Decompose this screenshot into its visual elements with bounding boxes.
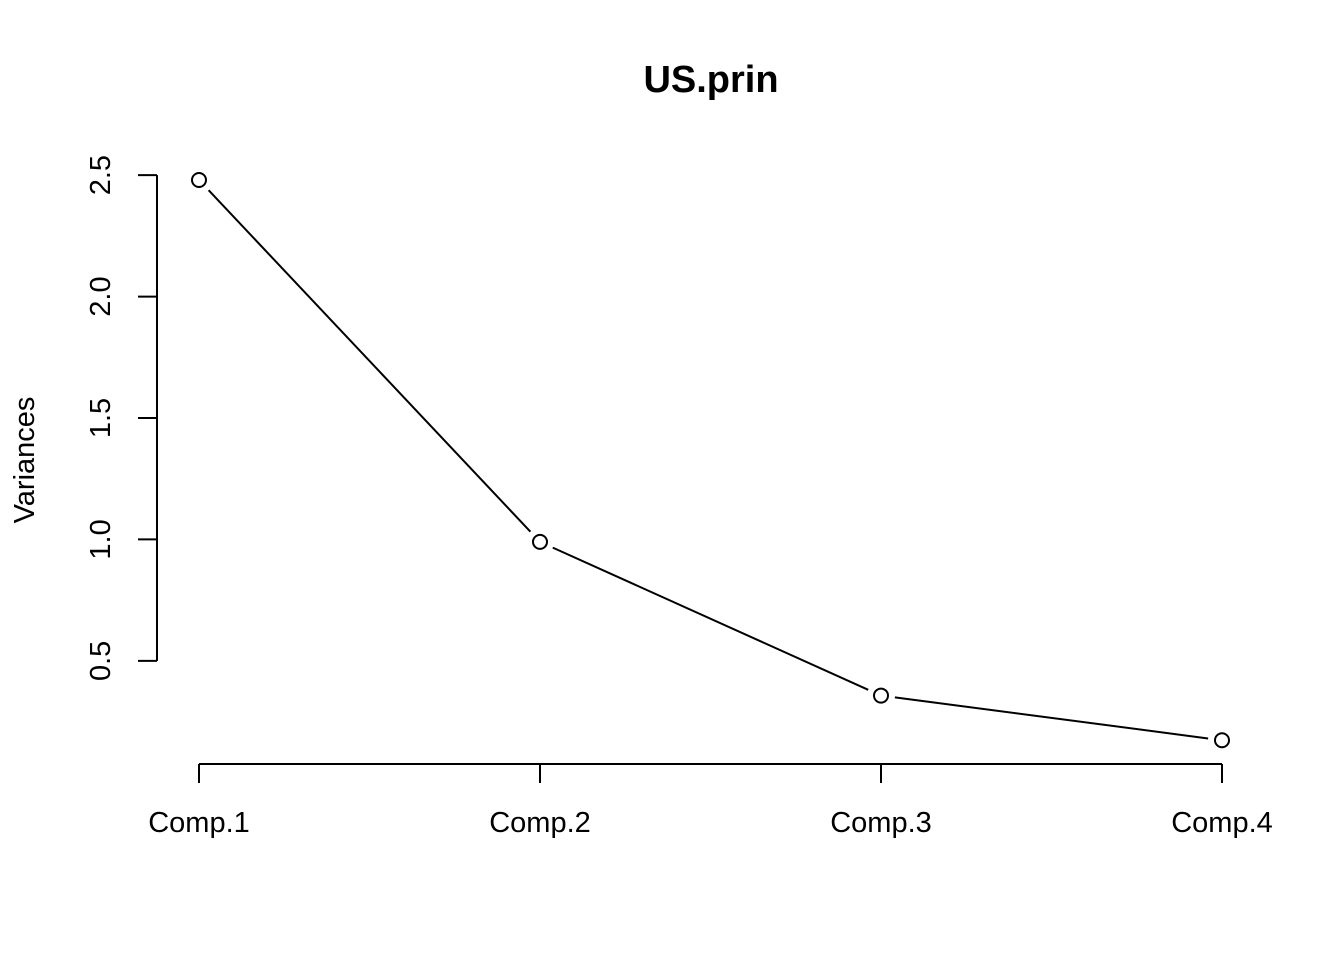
data-point — [873, 687, 889, 704]
series-segment — [894, 696, 1209, 740]
x-tick-label: Comp.4 — [1171, 807, 1273, 839]
x-tick-label: Comp.3 — [830, 807, 932, 839]
y-tick-label: 1.5 — [85, 398, 117, 438]
series-variances — [191, 172, 1230, 749]
x-tick-label: Comp.1 — [148, 807, 250, 839]
x-tick-label: Comp.2 — [489, 807, 591, 839]
data-point — [532, 533, 548, 550]
chart-title: US.prin — [643, 59, 778, 101]
y-tick-label: 2.0 — [85, 276, 117, 316]
data-point — [191, 172, 207, 188]
data-point — [1214, 732, 1230, 749]
series-segment — [552, 546, 869, 691]
y-axis: 0.5 1.0 1.5 2.0 2.5 — [85, 155, 158, 681]
y-axis-label: Variances — [9, 397, 41, 524]
y-tick-label: 1.0 — [85, 519, 117, 559]
x-axis: Comp.1 Comp.2 Comp.3 Comp.4 — [148, 763, 1273, 839]
series-segment — [207, 189, 532, 533]
y-tick-label: 0.5 — [85, 641, 117, 681]
y-tick-label: 2.5 — [85, 155, 117, 195]
